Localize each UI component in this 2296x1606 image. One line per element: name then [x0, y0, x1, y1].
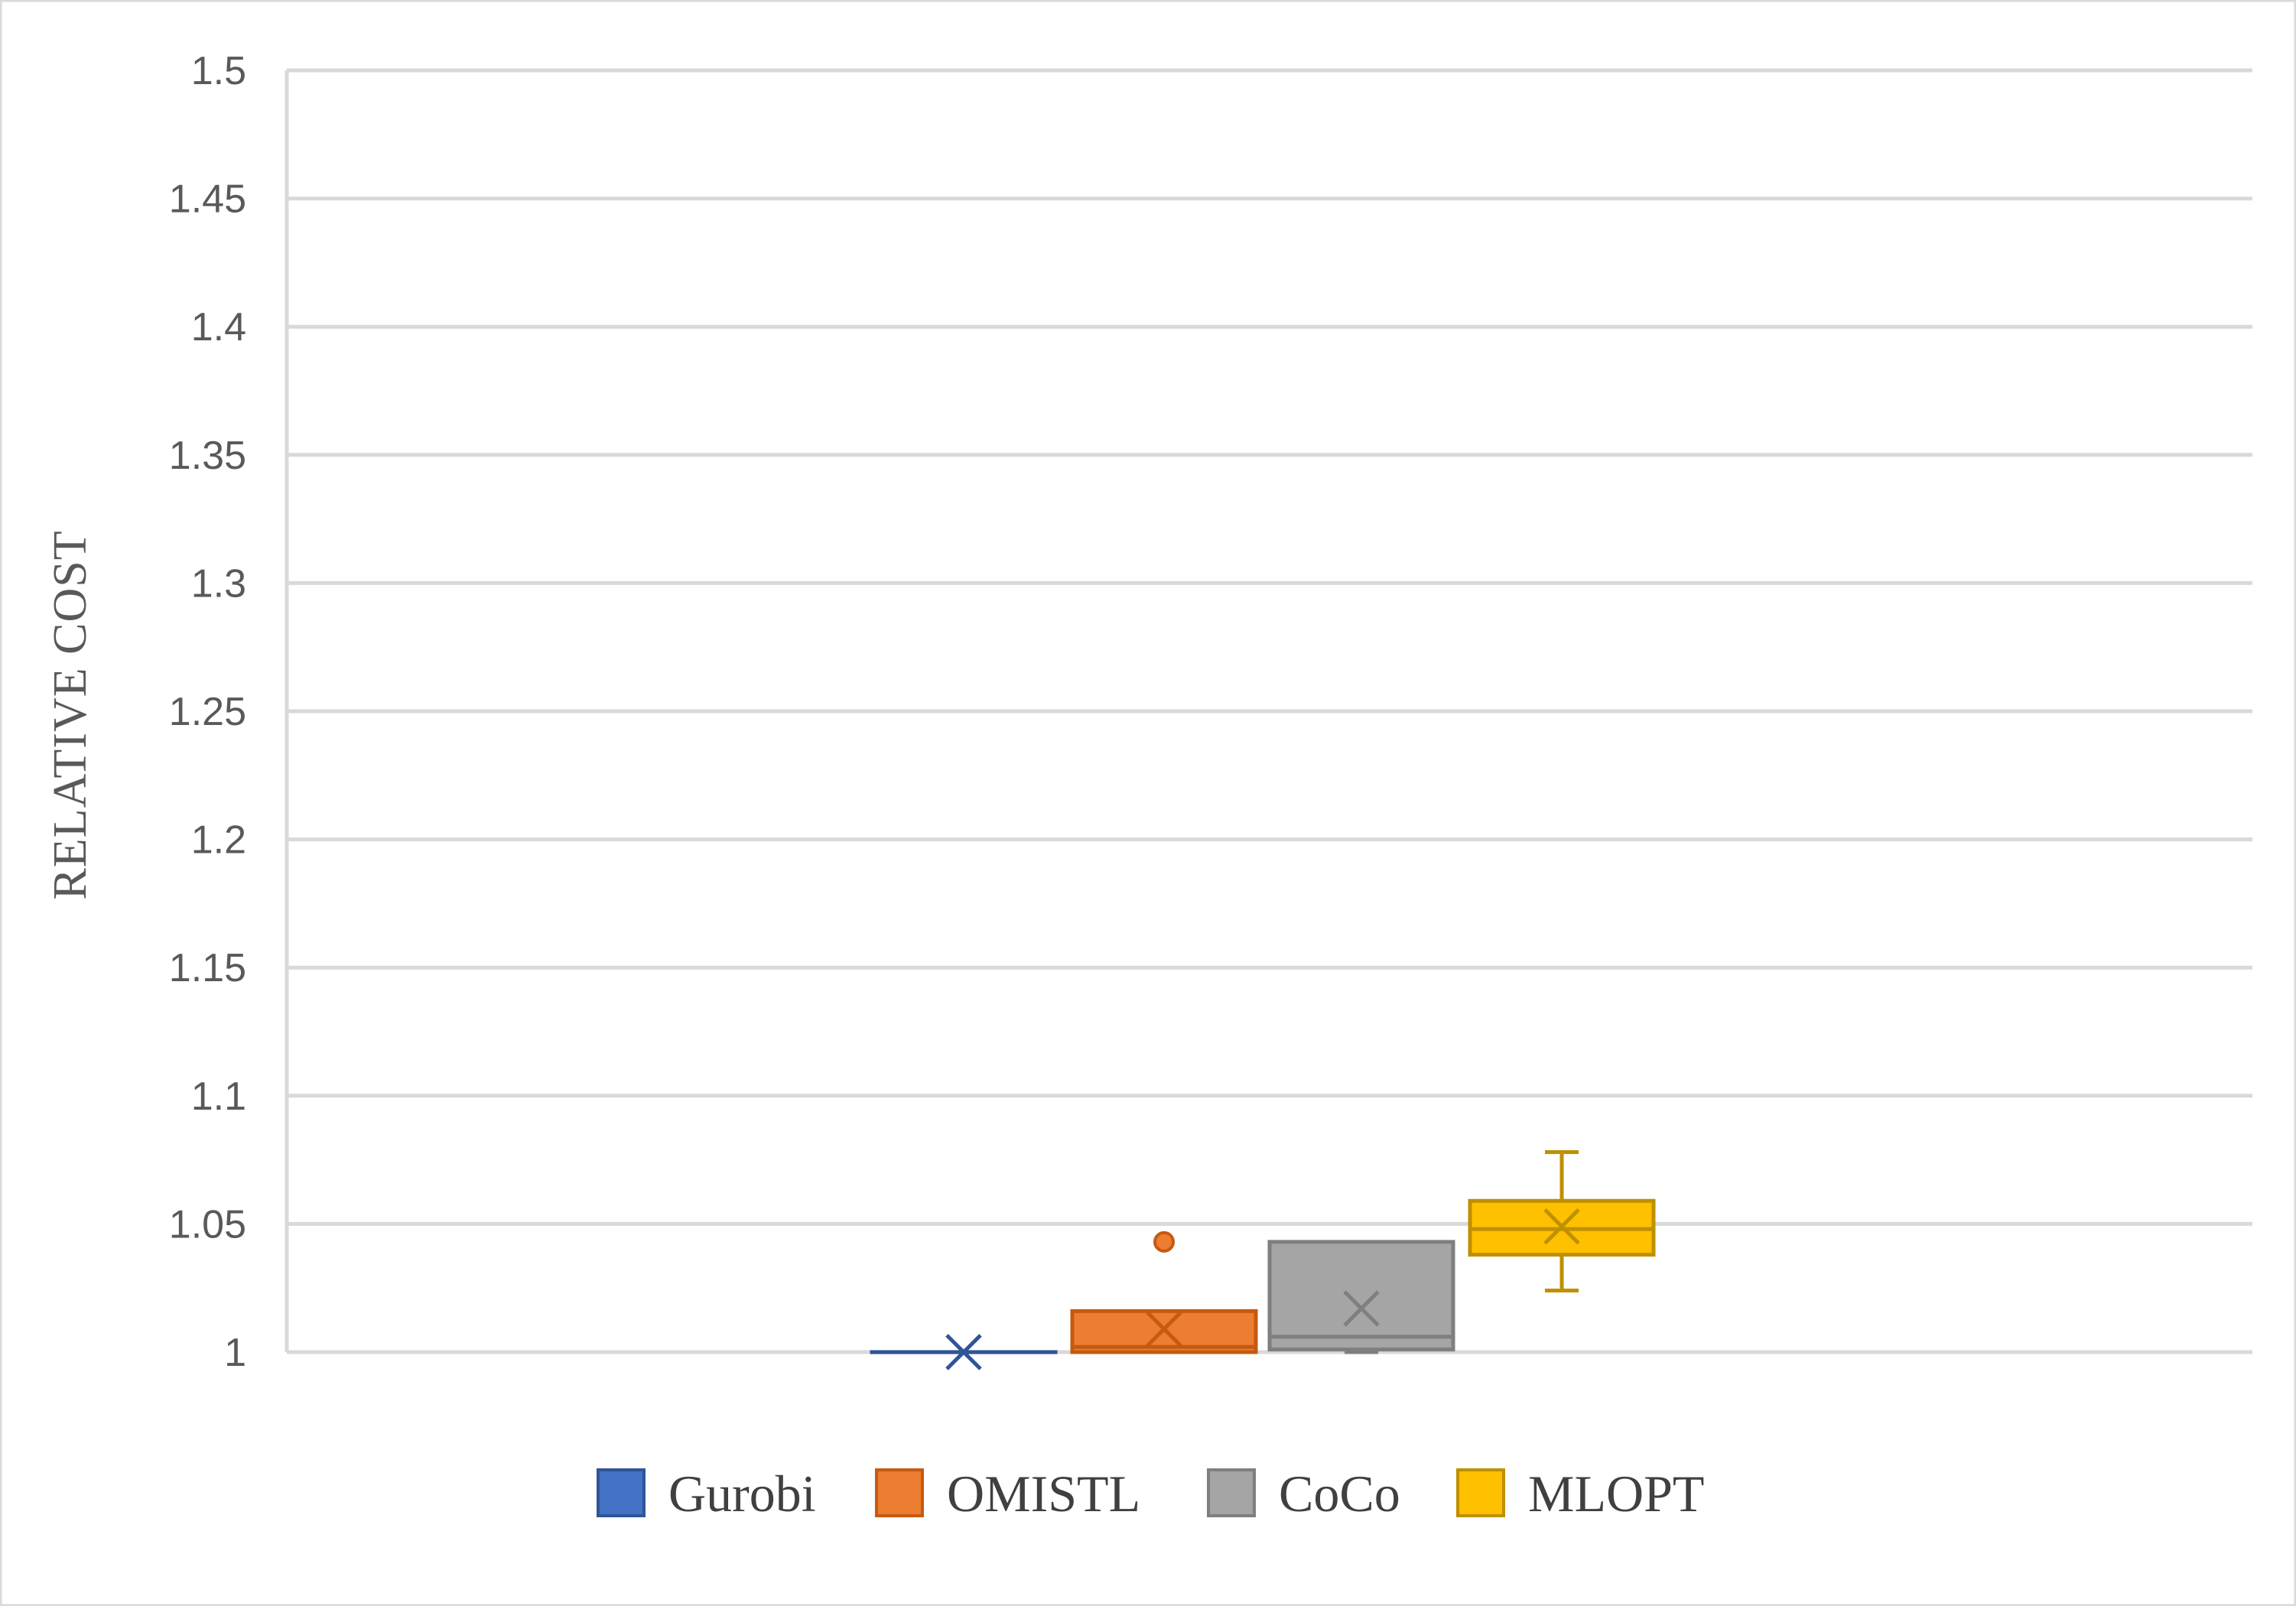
y-tick-label: 1.15: [169, 946, 246, 990]
legend: Gurobi OMISTL CoCo MLOPT: [597, 1465, 1704, 1523]
gridlines: [285, 68, 2252, 1354]
mean-marker: [945, 1334, 982, 1370]
mean-marker: [1146, 1311, 1182, 1348]
y-axis-tick-labels: 1 1.05 1.1 1.15 1.2 1.25 1.3 1.35 1.4 1.45 1.5: [169, 49, 246, 1375]
legend-label: MLOPT: [1528, 1465, 1704, 1523]
legend-label: CoCo: [1279, 1465, 1400, 1523]
box-coco: [1267, 1240, 1455, 1352]
outlier-point: [1153, 1231, 1175, 1253]
box-group-coco: [1267, 1240, 1455, 1354]
y-tick-label: 1.1: [191, 1074, 246, 1119]
y-tick-label: 1.25: [169, 690, 246, 734]
mean-marker: [1543, 1208, 1580, 1245]
y-tick-label: 1.3: [191, 561, 246, 606]
legend-item-coco: CoCo: [1207, 1465, 1400, 1523]
y-tick-label: 1.4: [191, 305, 246, 349]
legend-swatch: [1456, 1468, 1505, 1517]
box-series: [870, 1150, 1656, 1370]
legend-item-mlopt: MLOPT: [1456, 1465, 1704, 1523]
legend-swatch: [875, 1468, 924, 1517]
mean-marker: [1343, 1290, 1380, 1327]
y-tick-label: 1.2: [191, 818, 246, 863]
legend-swatch: [597, 1468, 646, 1517]
box-group-gurobi: [870, 1334, 1058, 1370]
y-tick-label: 1.35: [169, 434, 246, 478]
box-group-mlopt: [1468, 1150, 1656, 1293]
legend-swatch: [1207, 1468, 1256, 1517]
legend-item-omistl: OMISTL: [875, 1465, 1140, 1523]
legend-label: Gurobi: [668, 1465, 816, 1523]
legend-label: OMISTL: [947, 1465, 1140, 1523]
y-tick-label: 1: [224, 1331, 246, 1375]
legend-item-gurobi: Gurobi: [597, 1465, 816, 1523]
y-axis-title: RELATIVE COST: [44, 530, 96, 899]
box-group-omistl: [1070, 1231, 1258, 1354]
y-tick-label: 1.45: [169, 177, 246, 222]
y-tick-label: 1.05: [169, 1202, 246, 1247]
y-tick-label: 1.5: [191, 49, 246, 93]
